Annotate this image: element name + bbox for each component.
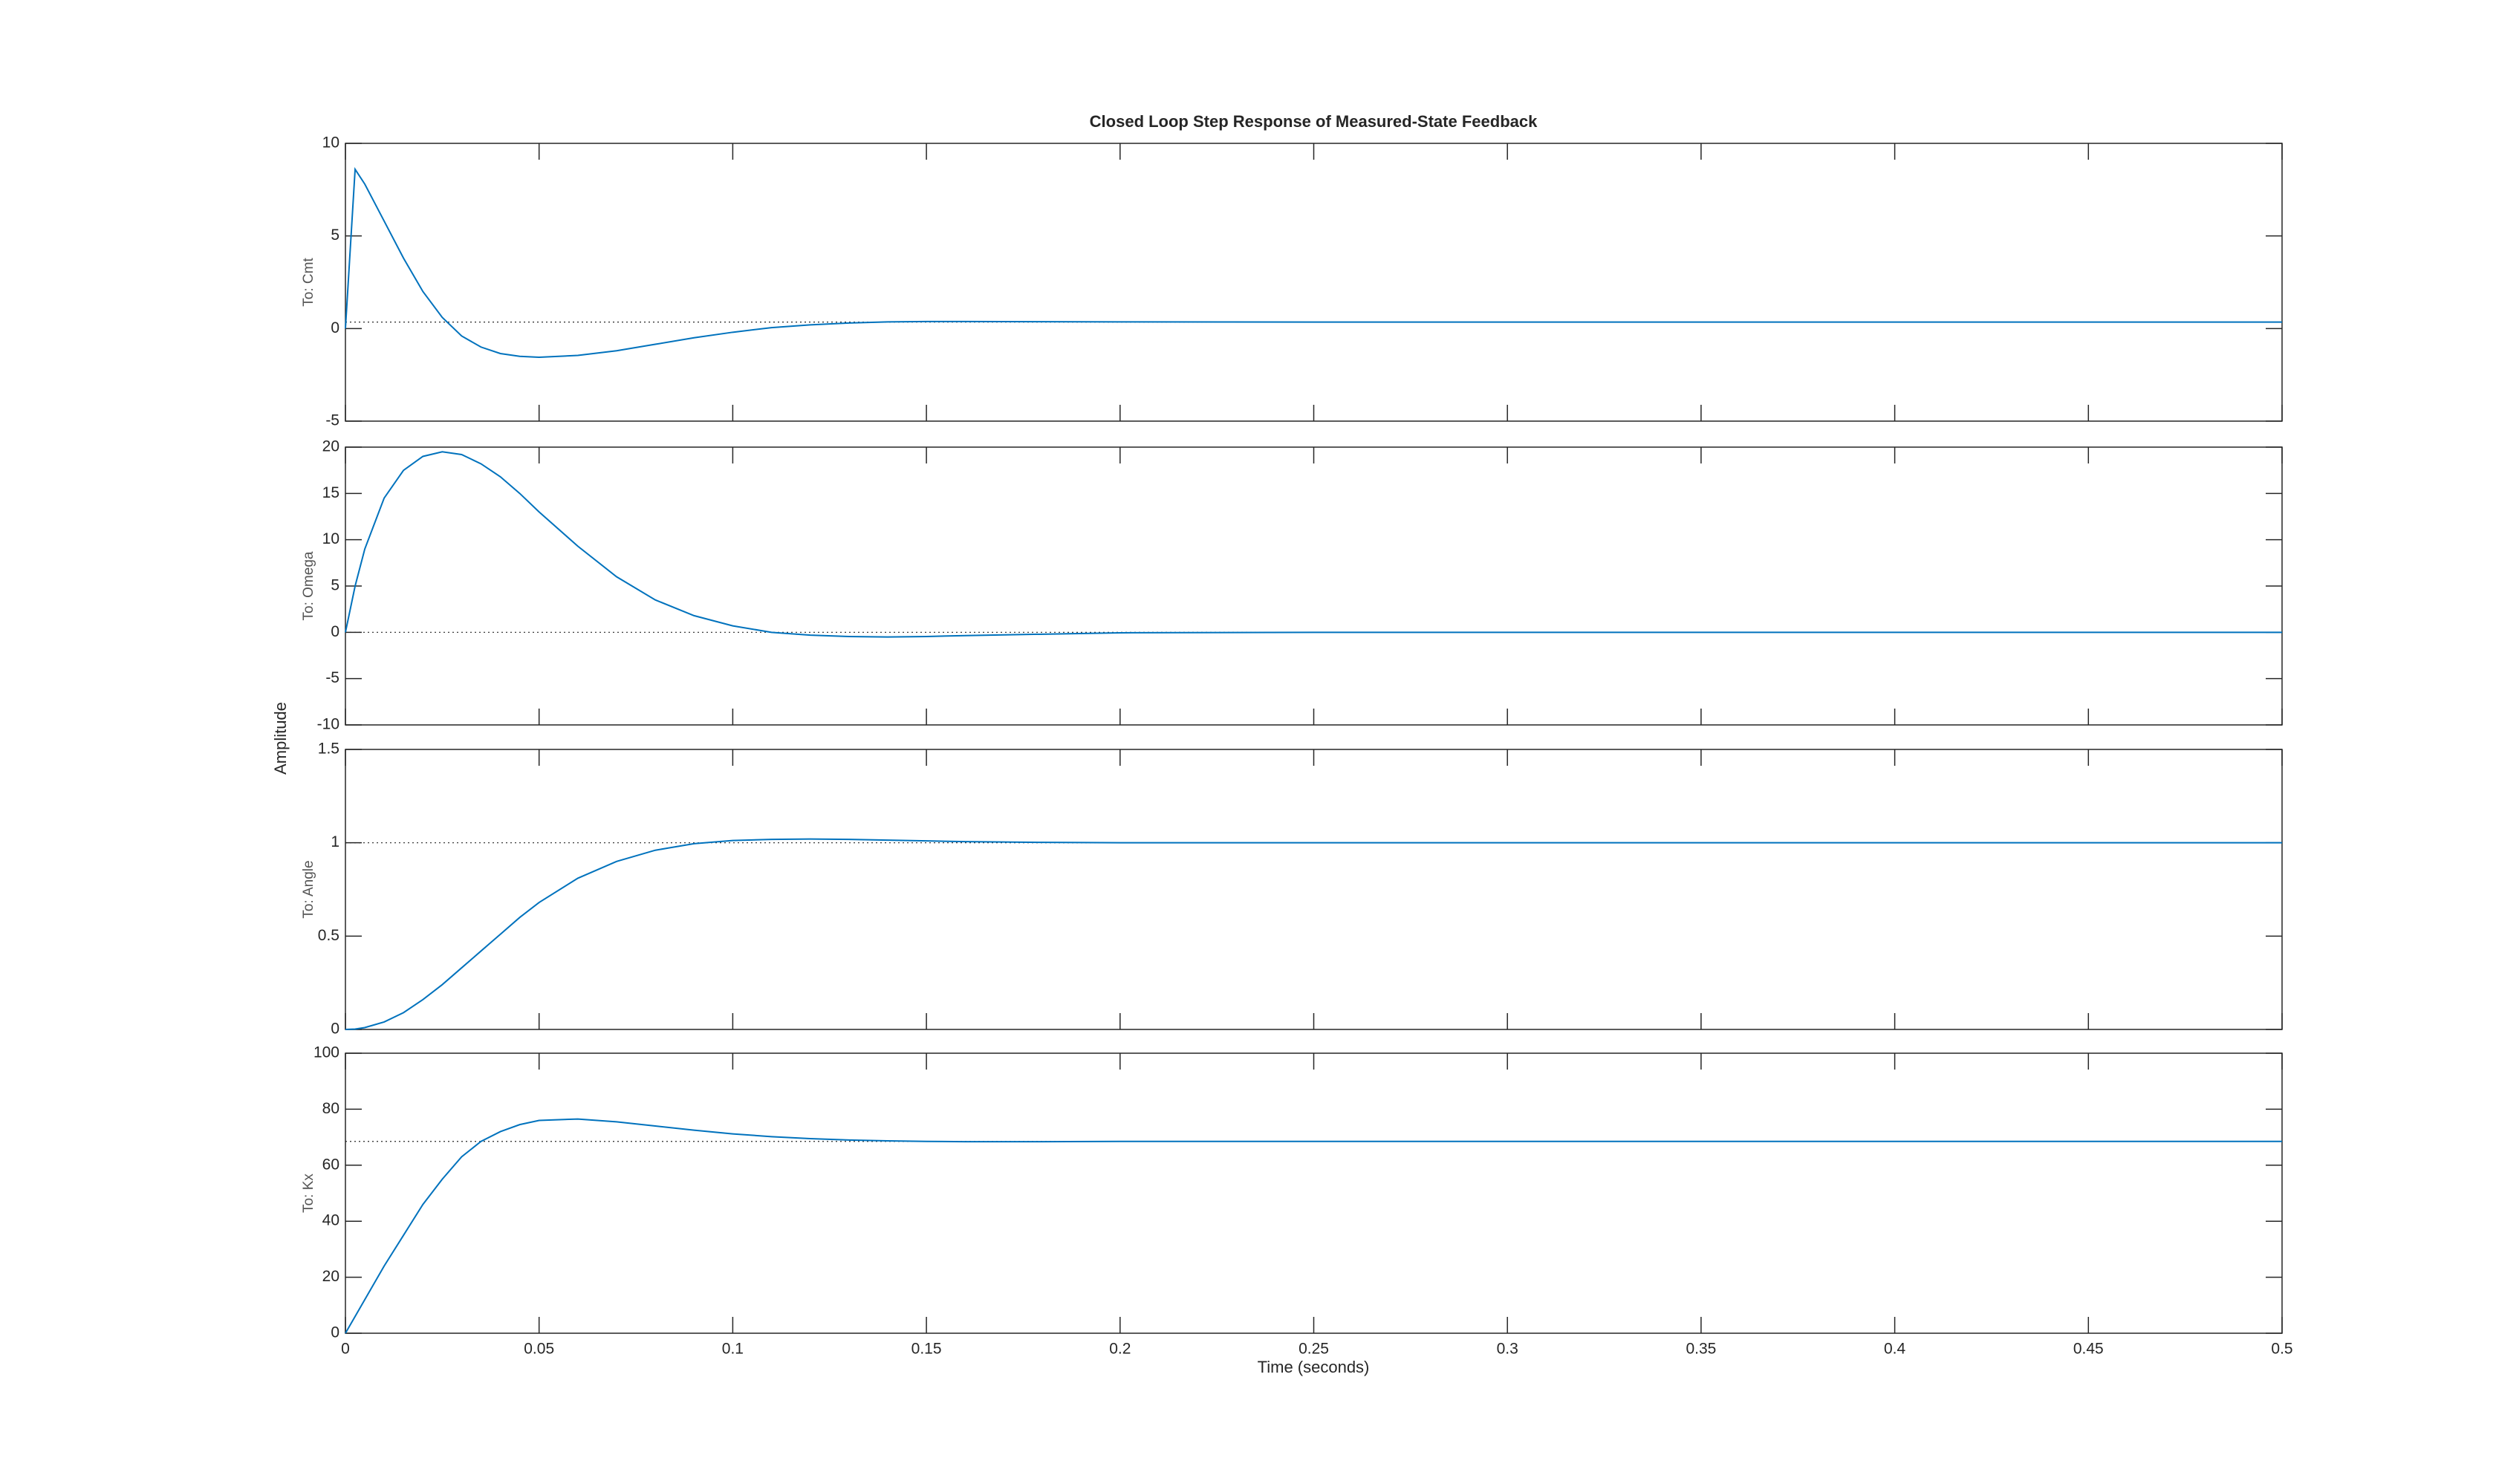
y-tick-label: 0.5 (318, 927, 339, 944)
x-tick-label: 0.1 (722, 1341, 744, 1358)
x-tick-label: 0.25 (1299, 1341, 1329, 1358)
axes-box (345, 1052, 2283, 1334)
y-tick-label: 10 (322, 134, 339, 152)
y-tick-label: -5 (325, 669, 339, 686)
y-tick-label: 15 (322, 484, 339, 501)
y-tick-label: 0 (331, 1324, 339, 1341)
x-axis-label: Time (seconds) (1258, 1358, 1370, 1376)
y-tick-label: -10 (317, 716, 339, 733)
y-tick-label: -5 (325, 412, 339, 429)
x-tick-label: 0.5 (2271, 1341, 2292, 1358)
response-line (345, 451, 2282, 638)
subplot-label: To: Cmt (301, 258, 316, 307)
x-tick-label: 0.45 (2073, 1341, 2104, 1358)
x-tick-label: 0.3 (1497, 1341, 1518, 1358)
x-tick-label: 0.4 (1884, 1341, 1906, 1358)
y-tick-label: 20 (322, 438, 339, 455)
x-tick-label: 0.05 (524, 1341, 554, 1358)
x-tick-label: 0.15 (911, 1341, 942, 1358)
y-tick-label: 0 (331, 623, 339, 640)
x-tick-label: 0.35 (1686, 1341, 1716, 1358)
y-tick-label: 40 (322, 1212, 339, 1229)
response-line (345, 1118, 2282, 1334)
y-axis-label: Amplitude (271, 702, 290, 775)
x-tick-label: 0 (341, 1341, 350, 1358)
y-tick-label: 5 (331, 227, 339, 244)
y-tick-label: 1 (331, 833, 339, 850)
y-tick-label: 10 (322, 530, 339, 547)
subplot-label: To: Omega (301, 551, 316, 620)
axes-box (345, 446, 2283, 726)
response-line (345, 838, 2282, 1030)
y-tick-label: 0 (331, 319, 339, 336)
axes-box (345, 749, 2283, 1030)
y-tick-label: 5 (331, 577, 339, 594)
axes-box (345, 143, 2283, 422)
subplot-label: To: Kx (301, 1174, 316, 1213)
x-tick-label: 0.2 (1109, 1341, 1131, 1358)
chart-title: Closed Loop Step Response of Measured-St… (1090, 112, 1538, 131)
y-tick-label: 60 (322, 1156, 339, 1173)
y-tick-label: 20 (322, 1268, 339, 1285)
y-tick-label: 1.5 (318, 741, 339, 758)
response-line (345, 166, 2282, 358)
y-tick-label: 80 (322, 1100, 339, 1117)
subplot-label: To: Angle (301, 860, 316, 918)
y-tick-label: 100 (313, 1044, 339, 1061)
y-tick-label: 0 (331, 1021, 339, 1038)
